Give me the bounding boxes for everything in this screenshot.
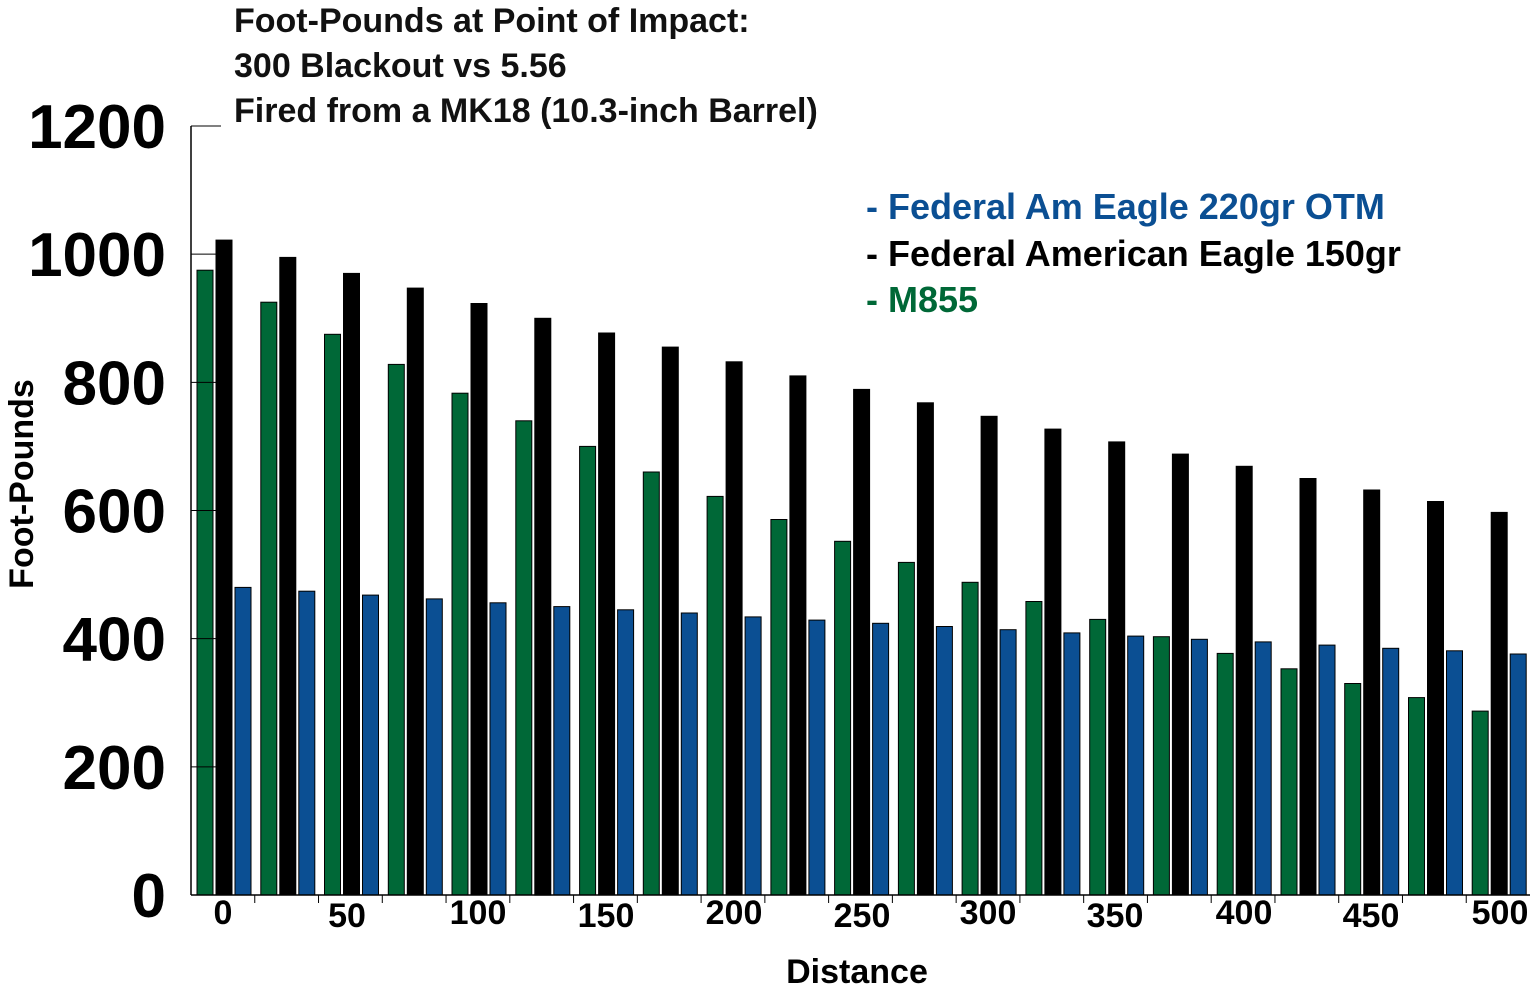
bar-federal-am-eagle-220gr-otm-75 [425,598,443,896]
bar-federal-american-eagle-150gr-300 [980,415,998,896]
bar-m855-100 [451,392,469,896]
bar-m855-450 [1344,683,1362,896]
x-tick-label: 250 [834,897,891,935]
bar-federal-am-eagle-220gr-otm-500 [1509,653,1527,896]
bar-federal-american-eagle-150gr-450 [1363,489,1381,896]
y-tick-label: 800 [63,349,166,418]
bar-m855-350 [1089,618,1107,896]
bar-federal-american-eagle-150gr-275 [916,402,934,896]
bar-federal-am-eagle-220gr-otm-250 [872,622,890,896]
bar-federal-american-eagle-150gr-150 [598,332,616,896]
x-tick-label: 100 [450,894,507,932]
bar-m855-25 [260,301,278,896]
bar-federal-american-eagle-150gr-425 [1299,478,1317,896]
bar-federal-american-eagle-150gr-500 [1490,511,1508,896]
bar-m855-250 [834,540,852,896]
bar-m855-375 [1152,636,1170,896]
y-tick-label: 0 [132,862,166,931]
bar-m855-0 [196,269,214,896]
y-tick-label: 600 [63,478,166,547]
bar-m855-225 [770,519,788,896]
bar-federal-am-eagle-220gr-otm-125 [553,606,571,896]
y-tick-label: 1200 [28,93,166,162]
bar-m855-175 [642,471,660,896]
bar-federal-am-eagle-220gr-otm-475 [1446,650,1463,896]
bar-federal-am-eagle-220gr-otm-350 [1127,635,1145,896]
bar-federal-american-eagle-150gr-325 [1044,428,1062,896]
bar-federal-am-eagle-220gr-otm-325 [1063,632,1081,896]
bar-federal-american-eagle-150gr-25 [279,256,297,896]
bar-federal-am-eagle-220gr-otm-375 [1190,638,1208,896]
y-tick-label: 1000 [28,221,166,290]
bar-federal-am-eagle-220gr-otm-25 [298,590,316,896]
bar-m855-75 [387,363,405,896]
bar-federal-am-eagle-220gr-otm-150 [617,609,635,896]
bar-federal-am-eagle-220gr-otm-100 [489,602,507,896]
bar-federal-american-eagle-150gr-50 [343,272,360,896]
x-tick-label: 150 [578,897,635,935]
bar-m855-150 [579,445,597,896]
bar-m855-500 [1471,710,1489,896]
bar-federal-american-eagle-150gr-200 [725,361,743,896]
bar-m855-200 [706,495,724,896]
x-tick-label: 450 [1343,897,1400,935]
bar-federal-am-eagle-220gr-otm-0 [234,586,252,896]
bar-m855-275 [897,561,915,896]
chart-title-line-1: Foot-Pounds at Point of Impact: [234,2,750,40]
bar-federal-am-eagle-220gr-otm-300 [999,629,1017,896]
x-tick-label: 200 [706,894,763,932]
bar-federal-american-eagle-150gr-0 [215,239,233,896]
bar-m855-125 [515,420,533,896]
bar-federal-american-eagle-150gr-75 [406,287,424,896]
x-tick-label: 350 [1087,897,1144,935]
chart-title-line-2: 300 Blackout vs 5.56 [234,47,567,85]
legend-item-m855: - M855 [866,279,979,320]
bar-federal-american-eagle-150gr-175 [661,346,679,896]
bar-federal-american-eagle-150gr-250 [853,388,871,896]
y-tick-label: 200 [63,734,166,803]
bar-federal-american-eagle-150gr-100 [470,303,488,896]
bar-m855-400 [1216,652,1234,896]
bar-federal-american-eagle-150gr-125 [534,317,552,896]
bar-federal-am-eagle-220gr-otm-400 [1254,641,1272,896]
bar-m855-300 [961,581,979,896]
bar-m855-475 [1408,697,1425,896]
x-tick-label: 0 [214,894,233,932]
bar-m855-425 [1280,668,1298,896]
x-tick-label: 300 [960,894,1017,932]
y-tick-label: 400 [63,606,166,675]
bar-federal-american-eagle-150gr-375 [1171,453,1189,896]
bar-m855-50 [324,333,341,896]
bar-federal-am-eagle-220gr-otm-50 [362,594,379,896]
bar-federal-american-eagle-150gr-225 [789,375,807,896]
chart-title-line-3: Fired from a MK18 (10.3-inch Barrel) [234,92,818,130]
bar-m855-325 [1025,601,1043,896]
x-tick-label: 500 [1472,894,1529,932]
x-axis-label: Distance [786,953,928,991]
y-axis-label: Foot-Pounds [3,379,41,589]
legend-item-federal-150gr: - Federal American Eagle 150gr [866,233,1401,274]
bar-federal-am-eagle-220gr-otm-425 [1318,644,1336,896]
bar-federal-american-eagle-150gr-400 [1235,465,1253,896]
bar-federal-am-eagle-220gr-otm-275 [935,626,953,896]
x-tick-label: 50 [328,897,366,935]
x-tick-label: 400 [1216,894,1273,932]
bar-federal-american-eagle-150gr-350 [1108,441,1126,896]
bar-federal-am-eagle-220gr-otm-450 [1382,647,1400,896]
bar-federal-am-eagle-220gr-otm-200 [744,616,762,896]
bar-federal-am-eagle-220gr-otm-175 [680,612,698,896]
legend-item-federal-220gr: - Federal Am Eagle 220gr OTM [866,186,1385,227]
bar-federal-american-eagle-150gr-475 [1427,501,1444,896]
bar-federal-am-eagle-220gr-otm-225 [808,619,826,896]
